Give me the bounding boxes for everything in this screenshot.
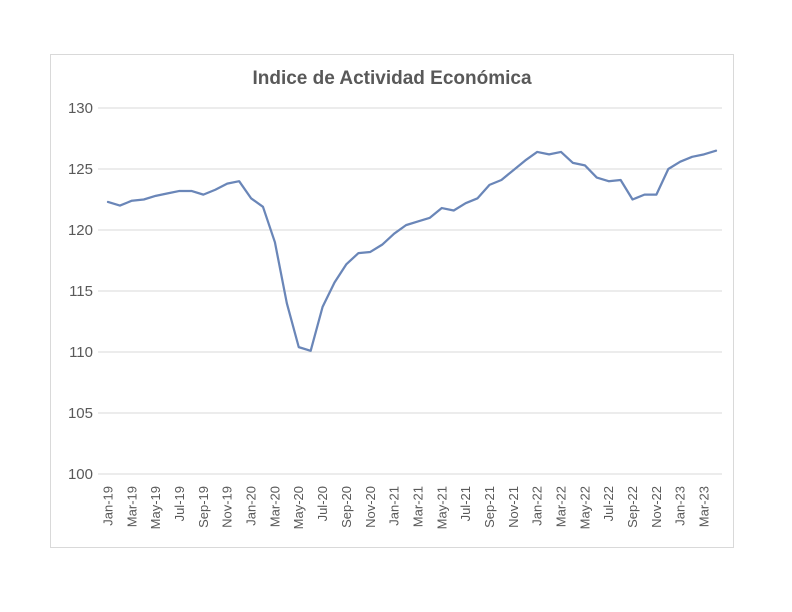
x-tick-label: Sep-20 xyxy=(339,486,354,528)
x-tick-label: Jul-22 xyxy=(601,486,616,521)
x-tick-label: May-21 xyxy=(434,486,449,529)
x-tick-label: Jul-19 xyxy=(172,486,187,521)
y-tick-label: 110 xyxy=(69,344,93,361)
x-tick-label: Jul-21 xyxy=(458,486,473,521)
x-tick-label: Nov-21 xyxy=(506,486,521,528)
x-tick-label: May-19 xyxy=(148,486,163,529)
x-tick-label: Jan-22 xyxy=(530,486,545,526)
series-layer xyxy=(106,149,718,352)
x-tick-label: Sep-22 xyxy=(625,486,640,528)
x-tick-label: Mar-21 xyxy=(410,486,425,527)
x-tick-label: Mar-23 xyxy=(697,486,712,527)
series-line-0 xyxy=(106,149,718,352)
y-tick-label: 100 xyxy=(68,466,93,483)
x-tick-label: Jan-21 xyxy=(387,486,402,526)
x-tick-label: Nov-20 xyxy=(363,486,378,528)
x-tick-label: Jul-20 xyxy=(315,486,330,521)
x-axis-tick-labels: Jan-19 Mar-19 May-19 Jul-19 Sep-19 Nov-19 Jan-… xyxy=(101,486,712,529)
x-tick-label: Nov-22 xyxy=(649,486,664,528)
chart-frame xyxy=(50,54,734,548)
x-tick-label: Jan-23 xyxy=(673,486,688,526)
chart-title: Indice de Actividad Económica xyxy=(252,68,532,89)
y-tick-label: 130 xyxy=(68,100,93,117)
y-tick-label: 115 xyxy=(69,283,93,300)
x-tick-label: Mar-22 xyxy=(554,486,569,527)
x-tick-label: Nov-19 xyxy=(220,486,235,528)
x-tick-label: May-22 xyxy=(577,486,592,529)
y-tick-label: 125 xyxy=(68,161,93,178)
x-tick-label: Mar-20 xyxy=(267,486,282,527)
x-tick-label: Jan-20 xyxy=(244,486,259,526)
x-tick-label: May-20 xyxy=(291,486,306,529)
y-tick-label: 105 xyxy=(68,405,93,422)
x-tick-label: Sep-19 xyxy=(196,486,211,528)
x-tick-label: Mar-19 xyxy=(124,486,139,527)
x-tick-label: Sep-21 xyxy=(482,486,497,528)
y-tick-label: 120 xyxy=(68,222,93,239)
gridlines xyxy=(98,107,722,475)
x-tick-label: Jan-19 xyxy=(101,486,116,526)
y-axis-tick-labels: 100 105 110 115 120 125 130 xyxy=(68,100,93,483)
